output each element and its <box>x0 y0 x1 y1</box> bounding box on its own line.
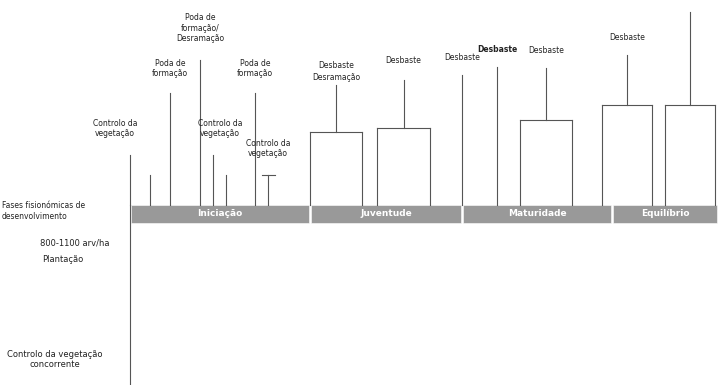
Text: Iniciação: Iniciação <box>197 209 243 219</box>
Text: Desbaste: Desbaste <box>385 56 421 65</box>
Text: Fases fisionómicas de
desenvolvimento: Fases fisionómicas de desenvolvimento <box>2 201 85 221</box>
Text: Maturidade: Maturidade <box>508 209 567 219</box>
Bar <box>463 205 611 223</box>
Text: Equilíbrio: Equilíbrio <box>640 209 689 219</box>
Bar <box>613 205 717 223</box>
Text: Controlo da vegetação
concorrente: Controlo da vegetação concorrente <box>7 350 103 369</box>
Text: Desbaste: Desbaste <box>444 53 480 62</box>
Text: Desbaste: Desbaste <box>528 46 564 55</box>
Bar <box>311 205 461 223</box>
Text: Controlo da
vegetação: Controlo da vegetação <box>197 119 242 138</box>
Text: 800-1100 arv/ha: 800-1100 arv/ha <box>40 238 110 247</box>
Text: Poda de
formação: Poda de formação <box>237 59 273 78</box>
Text: Poda de
formação: Poda de formação <box>152 59 188 78</box>
Bar <box>131 205 309 223</box>
Text: Controlo da
vegetação: Controlo da vegetação <box>93 119 137 138</box>
Text: Poda de
formação/
Desramação: Poda de formação/ Desramação <box>176 13 224 43</box>
Text: Controlo da
vegetação: Controlo da vegetação <box>246 139 290 158</box>
Text: Plantação: Plantação <box>42 255 83 264</box>
Text: Desbaste: Desbaste <box>609 33 645 42</box>
Text: Juventude: Juventude <box>360 209 412 219</box>
Text: Desbaste: Desbaste <box>477 45 517 54</box>
Text: Desramação: Desramação <box>312 73 360 82</box>
Text: Desbaste: Desbaste <box>318 61 354 70</box>
